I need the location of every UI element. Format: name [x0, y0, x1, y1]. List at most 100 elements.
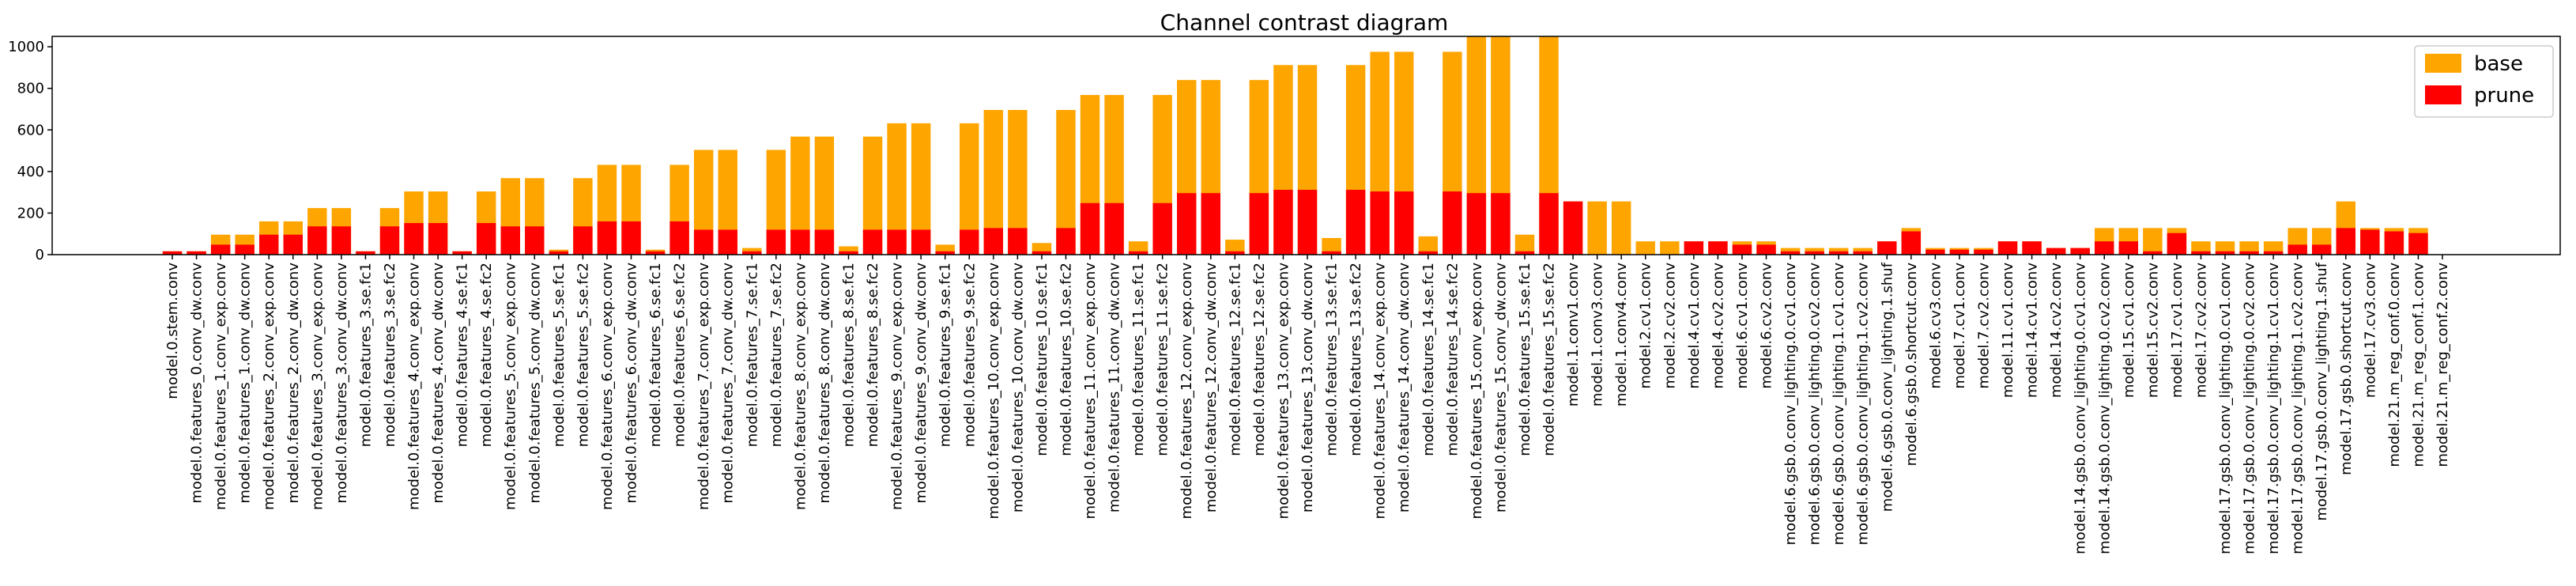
- x-tick-label: model.7.cv1.conv: [1952, 263, 1968, 389]
- prune-bar: [1370, 191, 1390, 255]
- prune-bar: [476, 223, 496, 255]
- x-tick-label: model.0.features_13.se.fc2: [1348, 263, 1364, 456]
- x-tick-label: model.21.m_reg_conf.0.conv: [2386, 263, 2403, 467]
- prune-bar: [1322, 251, 1341, 255]
- x-tick-label: model.0.features_12.conv_exp.conv: [1179, 263, 1195, 520]
- x-tick-label: model.0.features_3.conv_exp.conv: [309, 263, 326, 510]
- x-tick-label: model.0.features_3.se.fc2: [382, 263, 398, 447]
- x-tick-label: model.14.cv1.conv: [2024, 263, 2041, 398]
- x-tick-label: model.0.features_6.se.fc1: [647, 263, 664, 447]
- x-tick-label: model.0.features_7.conv_dw.conv: [720, 263, 737, 504]
- legend-base-label: base: [2474, 52, 2523, 76]
- x-tick-label: model.0.features_4.conv_dw.conv: [430, 263, 447, 504]
- prune-bar: [1491, 193, 1511, 255]
- x-tick-label: model.11.cv1.conv: [2000, 263, 2016, 398]
- base-bar: [2143, 228, 2163, 255]
- prune-bar: [839, 251, 858, 255]
- x-tick-label: model.1.conv3.conv: [1590, 263, 1606, 406]
- x-tick-label: model.6.gsb.0.conv_lighting.1.shuf: [1879, 262, 1895, 512]
- prune-bar: [862, 229, 883, 255]
- prune-bar: [2239, 251, 2259, 255]
- prune-bar: [1514, 251, 1535, 255]
- x-tick-label: model.0.features_4.se.fc1: [454, 263, 471, 447]
- x-tick-label: model.0.features_11.se.fc2: [1155, 263, 1171, 456]
- prune-bar: [573, 226, 593, 255]
- x-tick-label: model.0.features_13.se.fc1: [1324, 263, 1341, 456]
- x-tick-label: model.0.features_9.conv_dw.conv: [913, 263, 930, 504]
- prune-bar: [1974, 249, 1993, 255]
- y-tick-label: 600: [17, 122, 44, 138]
- prune-bar: [2046, 248, 2066, 255]
- x-tick-label: model.0.features_3.se.fc1: [357, 263, 374, 447]
- x-axis: model.0.stem.conv model.0.features_0.conv…: [164, 255, 2451, 554]
- prune-bar: [1225, 251, 1245, 255]
- prune-bar: [935, 251, 955, 255]
- chart-title: Channel contrast diagram: [1160, 9, 1449, 36]
- x-tick-label: model.14.gsb.0.conv_lighting.0.cv2.conv: [2096, 263, 2113, 554]
- prune-bar: [1297, 189, 1318, 255]
- x-tick-label: model.0.features_9.se.fc2: [961, 263, 978, 447]
- y-tick-label: 0: [36, 247, 44, 263]
- prune-bar: [1708, 241, 1728, 255]
- prune-bar: [235, 244, 255, 255]
- prune-bar: [379, 226, 400, 255]
- x-tick-label: model.0.features_10.se.fc2: [1058, 263, 1074, 456]
- x-tick-label: model.0.features_2.conv_exp.conv: [261, 263, 277, 510]
- x-tick-label: model.0.features_0.conv_dw.conv: [189, 263, 206, 504]
- x-tick-label: model.0.features_11.se.fc1: [1130, 263, 1147, 456]
- prune-bar: [790, 229, 810, 255]
- x-tick-label: model.0.features_10.se.fc1: [1034, 263, 1050, 456]
- y-tick-label: 800: [17, 81, 44, 97]
- x-tick-label: model.0.features_5.conv_dw.conv: [526, 263, 543, 504]
- x-tick-label: model.0.features_10.conv_dw.conv: [1009, 263, 1026, 512]
- x-tick-label: model.0.features_14.se.fc2: [1444, 263, 1461, 456]
- x-tick-label: model.0.features_15.se.fc1: [1517, 263, 1533, 456]
- x-tick-label: model.0.features_6.conv_exp.conv: [599, 263, 616, 510]
- x-tick-label: model.17.gsb.0.conv_lighting.1.shuf: [2314, 262, 2330, 520]
- x-tick-label: model.17.gsb.0.shortcut.conv: [2338, 263, 2355, 475]
- prune-bar: [2408, 233, 2428, 255]
- x-tick-label: model.6.gsb.0.conv_lighting.1.cv2.conv: [1855, 263, 1872, 546]
- prune-bar: [1997, 241, 2018, 255]
- prune-bar: [1877, 241, 1897, 255]
- prune-bar: [500, 226, 520, 255]
- prune-bar: [621, 221, 641, 255]
- prune-bar: [2191, 251, 2211, 255]
- base-bar: [1322, 237, 1341, 255]
- base-bar: [1225, 240, 1245, 255]
- prune-bar: [2384, 231, 2404, 255]
- prune-bar: [331, 226, 352, 255]
- prune-bar: [2118, 241, 2139, 255]
- x-tick-label: model.0.features_11.conv_exp.conv: [1082, 263, 1099, 520]
- x-tick-label: model.0.features_7.se.fc1: [744, 263, 760, 447]
- prune-bar: [1853, 251, 1873, 255]
- prune-bar: [428, 223, 448, 255]
- x-tick-label: model.0.features_13.conv_exp.conv: [1275, 263, 1292, 520]
- prune-bar: [2095, 241, 2114, 255]
- prune-bar: [1056, 228, 1076, 255]
- prune-bar: [307, 226, 327, 255]
- y-tick-label: 400: [17, 164, 44, 180]
- x-tick-label: model.4.cv2.conv: [1710, 263, 1726, 389]
- prune-bar: [597, 221, 617, 255]
- x-tick-label: model.0.features_15.se.fc2: [1541, 263, 1558, 456]
- prune-bar: [742, 251, 762, 255]
- x-tick-label: model.0.features_6.conv_dw.conv: [624, 263, 640, 504]
- x-tick-label: model.6.gsb.0.conv_lighting.0.cv1.conv: [1782, 263, 1799, 546]
- prune-bar: [356, 251, 375, 255]
- prune-bar: [911, 229, 931, 255]
- base-bar: [1587, 201, 1607, 255]
- x-tick-label: model.0.features_10.conv_exp.conv: [986, 263, 1002, 520]
- x-tick-label: model.21.m_reg_conf.2.conv: [2435, 263, 2451, 467]
- prune-bar: [1104, 202, 1124, 255]
- y-axis: 0 200 400 600 800 1000: [8, 39, 52, 263]
- x-tick-label: model.6.cv1.conv: [1734, 263, 1751, 389]
- x-tick-label: model.14.cv2.conv: [2048, 263, 2065, 398]
- prune-bar: [814, 229, 835, 255]
- prune-bar: [1080, 202, 1100, 255]
- prune-series: [162, 189, 2428, 255]
- x-tick-label: model.0.features_5.se.fc2: [575, 263, 591, 447]
- plot-frame: [51, 36, 2561, 255]
- prune-bar: [1828, 251, 1849, 255]
